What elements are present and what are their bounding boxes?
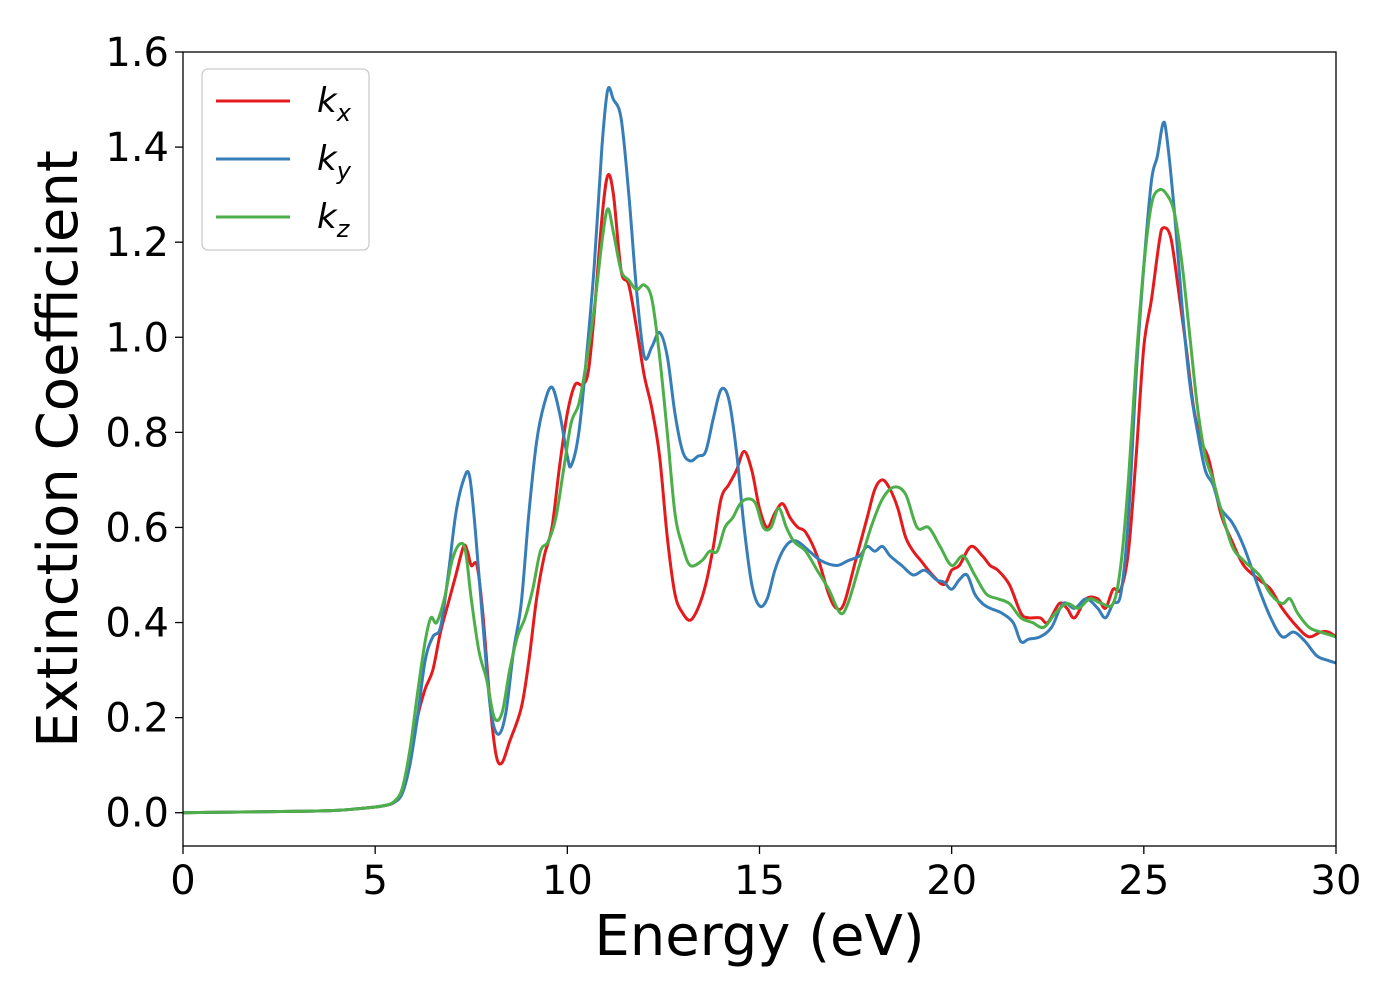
x-tick-label: 5: [362, 858, 387, 904]
y-axis-label: Extinction Coefficient: [26, 150, 91, 748]
x-tick-label: 15: [734, 858, 785, 904]
legend-label-subscript: y: [336, 157, 352, 185]
y-tick-label: 1.2: [105, 220, 169, 266]
y-tick-label: 0.6: [105, 505, 169, 551]
y-tick-label: 0.2: [105, 696, 169, 742]
y-tick-label: 0.0: [105, 791, 169, 837]
legend-label-main: k: [317, 81, 338, 121]
x-axis-label: Energy (eV): [594, 904, 924, 969]
series-line-kx: [183, 173, 1336, 815]
y-tick-label: 1.4: [105, 125, 169, 171]
legend-label-subscript: z: [336, 215, 351, 243]
x-tick-label: 20: [926, 858, 977, 904]
legend-label-main: k: [317, 139, 338, 179]
legend-label-kx: kx: [317, 81, 352, 127]
series-layer: [183, 86, 1336, 815]
legend-label-subscript: x: [336, 99, 352, 127]
y-tick-label: 0.8: [105, 410, 169, 456]
x-axis: 0 5 10 15 20 25 30: [170, 846, 1361, 904]
legend-label-ky: ky: [317, 139, 352, 185]
x-tick-label: 0: [170, 858, 195, 904]
y-tick-label: 0.4: [105, 601, 169, 647]
x-tick-label: 10: [542, 858, 593, 904]
y-tick-label: 1.6: [105, 30, 169, 76]
legend-label-main: k: [317, 197, 338, 237]
legend-label-kz: kz: [317, 197, 351, 243]
series-line-ky: [183, 86, 1336, 815]
x-tick-label: 25: [1118, 858, 1169, 904]
y-axis: 0.0 0.2 0.4 0.6 0.8 1.0 1.2 1.4 1.6: [105, 30, 183, 837]
x-tick-label: 30: [1311, 858, 1362, 904]
series-line-kz: [183, 187, 1336, 815]
y-tick-label: 1.0: [105, 315, 169, 361]
